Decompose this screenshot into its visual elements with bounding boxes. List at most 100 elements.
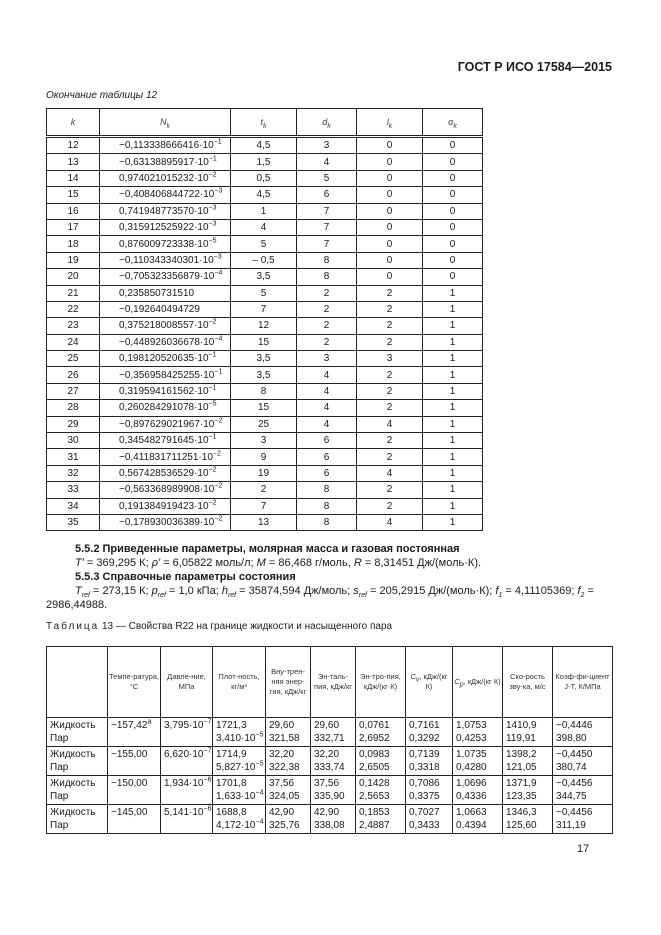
- table-row: 18 0,876009723338·10−5 5 7 0 0: [46, 235, 483, 253]
- internal-energy-cell: 37,56 324,05: [265, 775, 311, 805]
- table-cell: 3: [230, 432, 297, 450]
- table-cell: 0,260284291078·10−5: [99, 399, 231, 417]
- table-header-row: Темпе-ратура, °C Давле-ние, МПа Плот-ность…: [46, 646, 613, 718]
- table-cell: 8: [296, 251, 357, 270]
- table-row: Жидкость Пар −157,42a 3,795·10−7 1721,3 3,410…: [46, 717, 613, 747]
- table-cell: 14: [46, 169, 100, 188]
- page-number: 17: [577, 843, 590, 855]
- table-cell: −0,63138895917·10−1: [99, 153, 231, 171]
- table-row: 30 0,345482791645·10−1 3 6 2 1: [46, 432, 483, 450]
- exponent: −5: [208, 237, 217, 245]
- caption-prefix: Таблица: [46, 621, 100, 632]
- internal-energy-cell: 42,90 325,76: [265, 804, 311, 834]
- column-header: Cv, кДж/(кг К): [405, 646, 453, 718]
- table-cell: 12: [230, 317, 297, 335]
- table-cell: 0: [356, 135, 423, 155]
- table-row: 28 0,260284291078·10−5 15 4 2 1: [46, 399, 483, 417]
- entropy-cell: 0,1428 2,5653: [355, 775, 406, 805]
- table-cell: 0: [356, 268, 423, 286]
- subscript: k: [327, 122, 331, 130]
- table-row: 20 −0,705323356879·10−4 3,5 8 0 0: [46, 268, 483, 286]
- table-cell: 0: [422, 169, 483, 188]
- temperature-cell: −157,42a: [107, 717, 161, 747]
- table-cell: 1,5: [230, 153, 297, 171]
- table-cell: 1: [422, 415, 483, 434]
- column-header: dk: [296, 108, 357, 138]
- exponent: a: [147, 718, 152, 726]
- table-cell: 8: [296, 513, 357, 532]
- cp-cell: 1,0735 0,4280: [452, 746, 503, 776]
- table-cell: 27: [46, 382, 100, 401]
- entropy-cell: 0,0761 2,6952: [355, 717, 406, 747]
- table-cell: 15: [230, 333, 297, 352]
- table-cell: 0,319594161562·10−1: [99, 382, 231, 401]
- enthalpy-cell: 42,90 338,08: [310, 804, 356, 834]
- column-header: Темпе-ратура, °C: [107, 646, 161, 718]
- table-row: Жидкость Пар −145,00 5,141·10−6 1688,8 4,172·…: [46, 804, 613, 834]
- table-cell: 8: [296, 268, 357, 286]
- table-cell: 3: [356, 350, 423, 368]
- table-cell: 19: [230, 464, 297, 483]
- table-row: 12 −0,113338666416·10−1 4,5 3 0 0: [46, 135, 483, 155]
- exponent: −3: [213, 253, 222, 261]
- table-cell: 21: [46, 284, 100, 302]
- table-row: 22 −0,192640494729 7 2 2 1: [46, 300, 483, 319]
- table-cell: 1: [422, 300, 483, 319]
- table-cell: 5: [296, 169, 357, 188]
- table-cell: 8: [230, 382, 297, 401]
- table-cell: 3,5: [230, 268, 297, 286]
- table-cell: 2: [230, 481, 297, 499]
- table-row: 14 0,974021015232·10−2 0,5 5 0 0: [46, 169, 483, 188]
- table-cell: 0,198120520635·10−1: [99, 350, 231, 368]
- table-cell: 29: [46, 415, 100, 434]
- table-cell: 0,974021015232·10−2: [99, 169, 231, 188]
- section-5-5-2: 5.5.2 Приведенные параметры, молярная ма…: [46, 542, 616, 570]
- subscript: v: [415, 676, 420, 684]
- table-cell: −0,563368989908·10−2: [99, 481, 231, 499]
- table-cell: 4: [356, 513, 423, 532]
- table-cell: 2: [356, 399, 423, 417]
- temperature-cell: −145,00: [107, 804, 161, 834]
- exponent: −5: [255, 760, 264, 768]
- table-cell: −0,448926036678·10−4: [99, 333, 231, 352]
- exponent: −2: [214, 417, 223, 425]
- table-12: k Nk tk dk lk αk 12 −0,113338666416·10−1 4,5 3 0 0…: [46, 108, 483, 532]
- table-cell: 15: [46, 186, 100, 204]
- table-row: Жидкость Пар −155,00 6,620·10−7 1714,9 5,827·…: [46, 746, 613, 776]
- temperature-cell: −150,00: [107, 775, 161, 805]
- entropy-cell: 0,0983 2,6505: [355, 746, 406, 776]
- table-cell: 2: [356, 366, 423, 384]
- table-cell: 2: [356, 300, 423, 319]
- table-cell: 13: [46, 153, 100, 171]
- table-cell: 3: [296, 135, 357, 155]
- table-cell: 1: [422, 317, 483, 335]
- table-cell: 0,567428536529·10−2: [99, 464, 231, 483]
- table-cell: −0,178930036389·10−2: [99, 513, 231, 532]
- exponent: −1: [208, 155, 217, 163]
- table-cell: 5: [230, 284, 297, 302]
- table-cell: 1: [230, 202, 297, 220]
- table-cell: 1: [422, 481, 483, 499]
- table-cell: 3,5: [230, 366, 297, 384]
- table-cell: 1: [422, 382, 483, 401]
- table-cell: 0: [422, 202, 483, 220]
- table-cell: 1: [422, 432, 483, 450]
- column-header: Коэф-фи-циент J-T, К/МПа: [552, 646, 613, 718]
- table-cell: 6: [296, 432, 357, 450]
- enthalpy-cell: 29,60 332,71: [310, 717, 356, 747]
- cv-cell: 0,7027 0,3433: [405, 804, 453, 834]
- table-cell: 7: [296, 202, 357, 220]
- table-cell: 0: [422, 268, 483, 286]
- table-cell: 33: [46, 481, 100, 499]
- sound-speed-cell: 1410,9 119,91: [502, 717, 553, 747]
- cp-cell: 1,0663 0,4394: [452, 804, 503, 834]
- joule-thomson-cell: −0,4456 311,19: [552, 804, 613, 834]
- table-cell: 7: [230, 300, 297, 319]
- exponent: −2: [212, 450, 221, 458]
- table-cell: −0,411831711251·10−2: [99, 448, 231, 466]
- table-cell: 6: [296, 186, 357, 204]
- table-cell: 0: [422, 251, 483, 270]
- table-cell: 4: [296, 153, 357, 171]
- table-cell: 0: [356, 153, 423, 171]
- table-cell: 4: [296, 415, 357, 434]
